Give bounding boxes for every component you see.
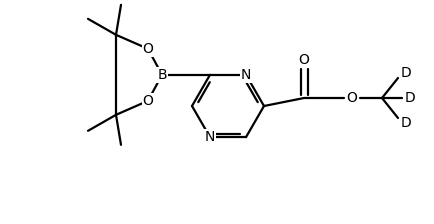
Text: D: D <box>401 116 411 130</box>
Text: D: D <box>401 66 411 80</box>
Text: O: O <box>142 42 154 56</box>
Text: D: D <box>404 91 415 105</box>
Text: O: O <box>142 94 154 108</box>
Text: B: B <box>157 68 167 82</box>
Text: N: N <box>241 68 251 82</box>
Text: O: O <box>299 53 309 67</box>
Text: N: N <box>205 130 215 144</box>
Text: O: O <box>347 91 358 105</box>
